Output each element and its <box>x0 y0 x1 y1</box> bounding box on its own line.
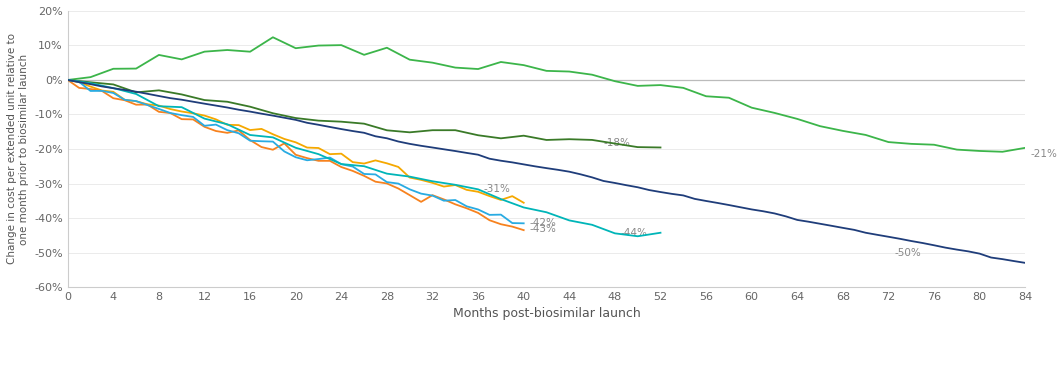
Text: -21%: -21% <box>1031 149 1058 159</box>
Text: -31%: -31% <box>484 184 511 194</box>
X-axis label: Months post-biosimilar launch: Months post-biosimilar launch <box>452 307 641 321</box>
Text: -42%: -42% <box>530 218 556 228</box>
Text: -18%: -18% <box>603 138 630 148</box>
Text: -50%: -50% <box>894 248 921 258</box>
Text: -44%: -44% <box>620 228 648 238</box>
Y-axis label: Change in cost per extended unit relative to
one month prior to biosimilar launc: Change in cost per extended unit relativ… <box>7 33 29 265</box>
Text: -43%: -43% <box>530 224 556 234</box>
